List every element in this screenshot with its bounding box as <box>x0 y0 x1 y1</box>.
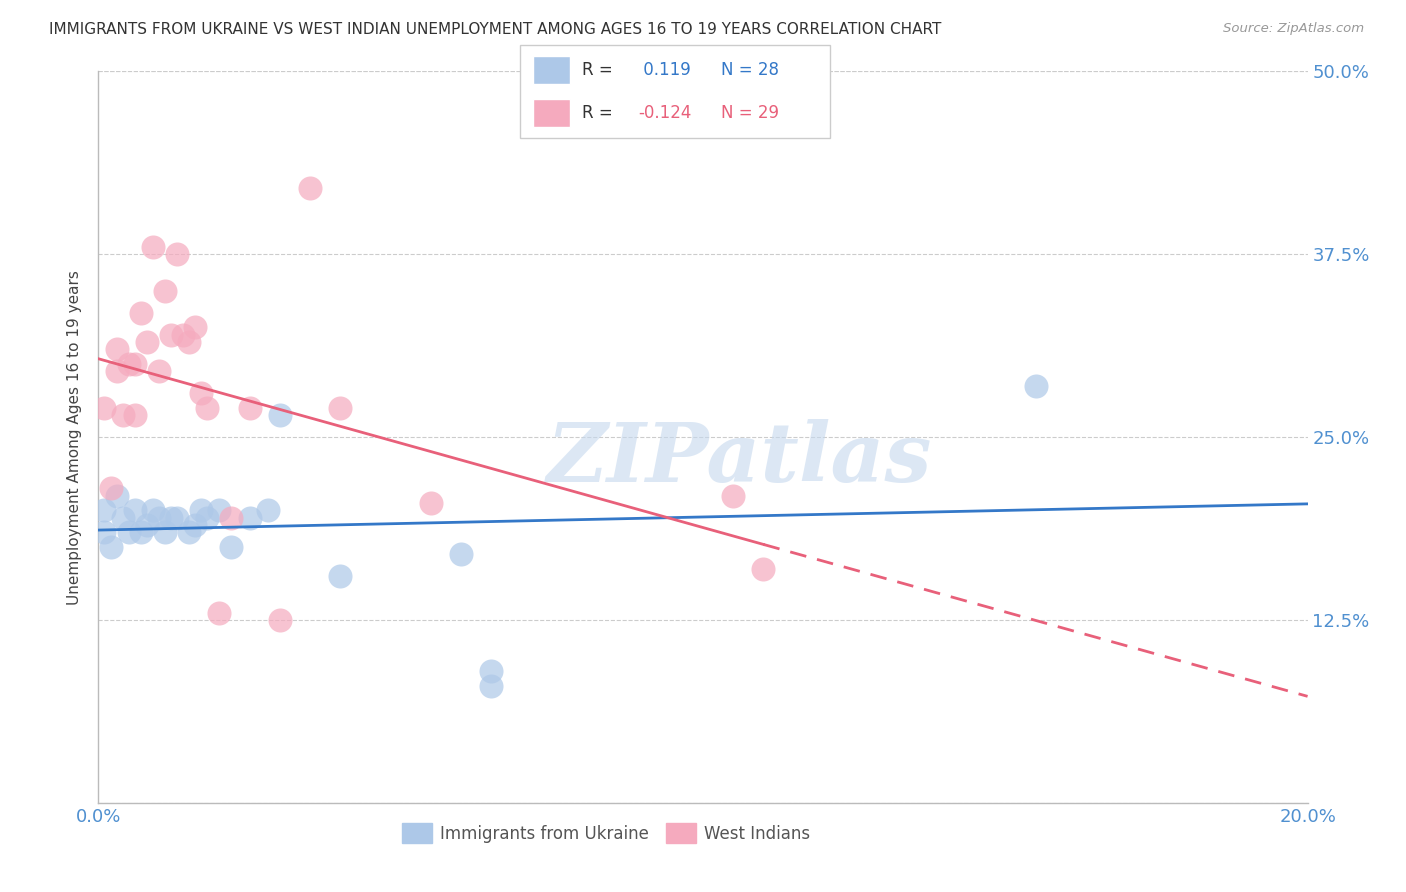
Point <box>166 510 188 524</box>
Point <box>142 240 165 254</box>
Point <box>100 540 122 554</box>
Point <box>239 510 262 524</box>
Point <box>129 306 152 320</box>
Point <box>118 525 141 540</box>
Text: N = 28: N = 28 <box>721 62 779 79</box>
Text: N = 29: N = 29 <box>721 103 779 121</box>
Point <box>752 562 775 576</box>
Point <box>208 503 231 517</box>
Point <box>723 489 745 503</box>
Point <box>256 503 278 517</box>
Text: R =: R = <box>582 62 613 79</box>
FancyBboxPatch shape <box>533 99 569 127</box>
Point <box>148 510 170 524</box>
Point <box>153 525 176 540</box>
Point <box>160 327 183 342</box>
Text: -0.124: -0.124 <box>638 103 692 121</box>
Point <box>179 334 201 349</box>
Point <box>184 320 207 334</box>
Point <box>450 547 472 561</box>
Point <box>239 401 262 415</box>
Point <box>129 525 152 540</box>
Point <box>160 510 183 524</box>
Point <box>105 489 128 503</box>
Point <box>100 481 122 495</box>
Point <box>299 181 322 195</box>
Point <box>221 510 243 524</box>
Point <box>166 247 188 261</box>
Text: IMMIGRANTS FROM UKRAINE VS WEST INDIAN UNEMPLOYMENT AMONG AGES 16 TO 19 YEARS CO: IMMIGRANTS FROM UKRAINE VS WEST INDIAN U… <box>49 22 942 37</box>
Text: 0.119: 0.119 <box>638 62 690 79</box>
Point <box>118 357 141 371</box>
Point <box>190 503 212 517</box>
Point <box>105 343 128 357</box>
Point <box>1024 379 1046 393</box>
Point <box>269 613 291 627</box>
Point <box>153 284 176 298</box>
Point <box>190 386 212 401</box>
Legend: Immigrants from Ukraine, West Indians: Immigrants from Ukraine, West Indians <box>395 817 817 849</box>
Text: R =: R = <box>582 103 613 121</box>
Point <box>195 401 218 415</box>
FancyBboxPatch shape <box>533 56 569 84</box>
Text: Source: ZipAtlas.com: Source: ZipAtlas.com <box>1223 22 1364 36</box>
Point <box>93 525 115 540</box>
Point <box>124 503 146 517</box>
Point <box>269 408 291 422</box>
Point <box>481 664 503 678</box>
Point <box>135 334 157 349</box>
Point <box>208 606 231 620</box>
Point <box>420 496 443 510</box>
Point <box>195 510 218 524</box>
Text: ZIPatlas: ZIPatlas <box>547 419 932 499</box>
Point <box>481 679 503 693</box>
Point <box>93 401 115 415</box>
Point <box>172 327 194 342</box>
Point <box>105 364 128 378</box>
Point <box>111 408 134 422</box>
Point <box>124 357 146 371</box>
Point <box>111 510 134 524</box>
Point <box>142 503 165 517</box>
Point <box>124 408 146 422</box>
Point <box>93 503 115 517</box>
Point <box>221 540 243 554</box>
Point <box>135 517 157 532</box>
Point <box>329 569 352 583</box>
Point <box>184 517 207 532</box>
Point <box>179 525 201 540</box>
Y-axis label: Unemployment Among Ages 16 to 19 years: Unemployment Among Ages 16 to 19 years <box>67 269 83 605</box>
Point <box>148 364 170 378</box>
Point <box>329 401 352 415</box>
FancyBboxPatch shape <box>520 45 830 138</box>
